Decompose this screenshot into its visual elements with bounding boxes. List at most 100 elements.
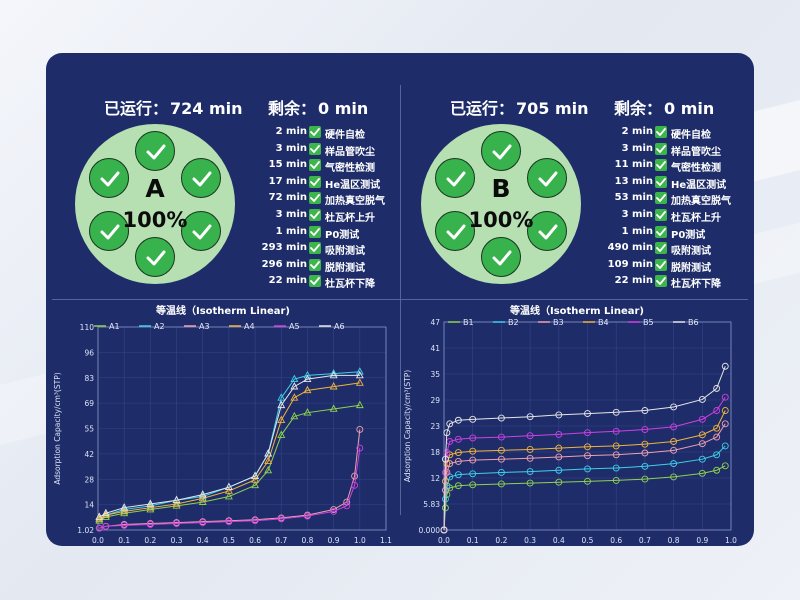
series-line-B2: [443, 445, 726, 531]
check-icon: [538, 224, 558, 239]
data-point-B5: [698, 415, 706, 423]
step-duration: 3 min: [275, 208, 307, 220]
progress-percent: 100%: [122, 208, 188, 232]
data-point-B6: [670, 403, 678, 411]
step-duration: 11 min: [614, 159, 653, 171]
sample-well-5[interactable]: [89, 210, 130, 251]
x-tick-label: 0.0: [438, 536, 450, 545]
remaining-time: 剩余： 0 min: [268, 95, 368, 119]
data-point-B3: [584, 452, 591, 460]
legend-label: B4: [598, 318, 609, 327]
sample-well-1[interactable]: [481, 131, 521, 171]
checkbox-checked-icon: [655, 142, 667, 155]
isotherm-chart-b: 等温线（Isotherm Linear) 0.0 0.1 0.2 0.3 0.4 0.5 0.…: [400, 300, 754, 546]
step-row: 1 min P0测试: [597, 225, 747, 242]
data-point-B3: [555, 453, 563, 461]
data-point-A4: [120, 506, 129, 515]
data-point-B1: [698, 469, 706, 477]
sample-well-2[interactable]: [180, 157, 221, 198]
step-duration: 2 min: [275, 126, 307, 137]
sample-well-2[interactable]: [526, 157, 567, 198]
check-icon: [146, 144, 166, 160]
data-point-A6: [172, 495, 181, 504]
step-duration: 296 min: [261, 258, 307, 270]
step-name: P0测试: [671, 229, 706, 241]
plot-frame: [97, 326, 387, 531]
chart-title: 等温线（Isotherm Linear): [509, 306, 644, 317]
data-point-A1: [329, 404, 338, 412]
data-point-A6: [251, 471, 260, 479]
step-row: 22 min 杜瓦杯下降: [251, 274, 401, 291]
step-name: 脱附测试: [671, 262, 711, 274]
data-point-B3: [612, 451, 620, 459]
data-point-B4: [612, 442, 620, 450]
data-point-B5: [612, 427, 620, 435]
elapsed-value: 724 min: [170, 99, 243, 118]
data-point-A2: [120, 504, 129, 513]
data-point-A6: [101, 508, 110, 517]
sample-well-6[interactable]: [435, 157, 476, 198]
step-duration: 293 min: [261, 242, 307, 254]
data-point-B3: [454, 457, 462, 465]
data-point-B4: [698, 431, 706, 439]
data-point-A4: [172, 499, 181, 507]
legend-label: B2: [508, 318, 519, 327]
data-point-B4: [469, 447, 477, 455]
data-point-A6: [146, 499, 155, 507]
data-point-A6: [224, 482, 233, 491]
data-point-A5: [330, 507, 338, 515]
x-tick-label: 0.1: [118, 536, 130, 545]
data-point-B3: [497, 455, 505, 463]
data-point-A1: [251, 480, 260, 489]
checkbox-checked-icon: [655, 208, 667, 221]
sample-well-3[interactable]: [526, 210, 567, 251]
legend-label: B1: [463, 318, 474, 327]
data-point-A1: [146, 504, 155, 513]
legend-label: A2: [154, 322, 165, 331]
step-row: 3 min 样品管吹尘: [251, 142, 401, 159]
sample-well-5[interactable]: [435, 210, 476, 251]
data-point-B6: [584, 410, 591, 418]
data-point-A6: [290, 382, 299, 390]
x-tick-label: 0.3: [524, 536, 536, 545]
data-point-B4: [555, 444, 563, 452]
sample-well-3[interactable]: [180, 210, 221, 251]
step-duration: 2 min: [621, 126, 653, 137]
x-tick-label: 0.1: [467, 536, 479, 545]
data-point-A4: [303, 385, 312, 394]
data-point-B1: [469, 481, 477, 489]
data-point-B1: [526, 479, 534, 487]
data-point-B1: [641, 475, 649, 483]
isotherm-chart-a: 等温线（Isotherm Linear) 0.0 0.1 0.2 0.3 0.4 0.5 0.…: [46, 300, 400, 546]
step-row: 3 min 杜瓦杯上升: [251, 208, 401, 225]
data-point-B5: [443, 449, 451, 457]
horizontal-divider: [52, 299, 748, 300]
checkbox-checked-icon: [309, 192, 321, 205]
step-name: 吸附测试: [671, 246, 711, 258]
checkbox-checked-icon: [655, 192, 667, 205]
step-row: 17 min He温区测试: [251, 175, 401, 192]
legend-label: B5: [643, 318, 654, 327]
data-point-A5: [251, 517, 259, 525]
legend-label: A4: [244, 322, 255, 331]
data-point-B2: [443, 482, 451, 490]
sample-well-6[interactable]: [89, 157, 130, 198]
sample-well-4[interactable]: [135, 237, 175, 277]
data-point-B6: [446, 420, 454, 428]
y-tick-label: 12: [430, 474, 440, 483]
series-line-A2: [99, 371, 360, 520]
data-point-A2: [303, 370, 312, 379]
checkbox-checked-icon: [655, 159, 667, 172]
data-point-B2: [454, 471, 462, 479]
check-icon: [192, 224, 212, 239]
sample-well-4[interactable]: [481, 237, 521, 277]
x-tick-label: 0.7: [275, 536, 287, 545]
data-point-A1: [303, 408, 312, 416]
data-point-B3: [526, 454, 534, 462]
sample-well-1[interactable]: [135, 131, 175, 171]
step-name: 杜瓦杯上升: [671, 212, 721, 224]
y-tick-label: 23: [430, 422, 440, 431]
y-tick-label: 0.000: [419, 526, 441, 535]
x-tick-label: 0.5: [582, 536, 594, 545]
station-letter: B: [491, 174, 511, 203]
